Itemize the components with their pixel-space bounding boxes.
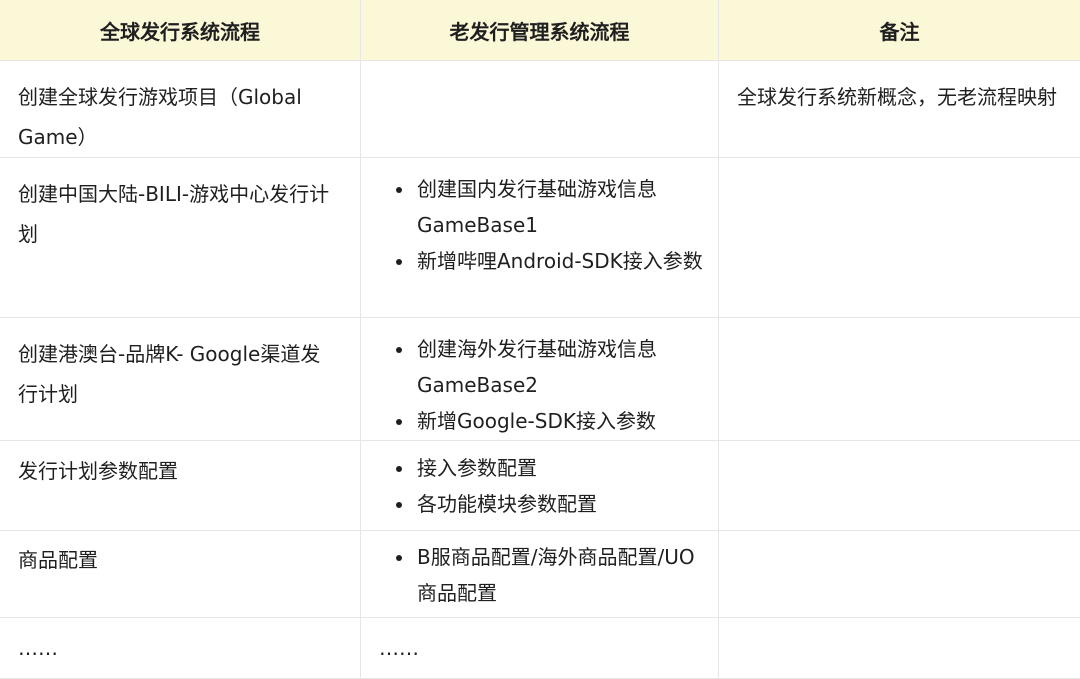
cell-global: 创建港澳台-品牌K- Google渠道发行计划 [0, 318, 361, 441]
cell-global: 发行计划参数配置 [0, 441, 361, 531]
header-row: 全球发行系统流程 老发行管理系统流程 备注 [0, 0, 1080, 61]
header-note: 备注 [719, 0, 1080, 61]
cell-global: 商品配置 [0, 531, 361, 618]
table-row: …… …… [0, 618, 1080, 679]
cell-note [719, 618, 1080, 679]
table-row: 创建港澳台-品牌K- Google渠道发行计划 创建海外发行基础游戏信息Game… [0, 318, 1080, 441]
list-item: 接入参数配置 [415, 450, 708, 486]
legacy-list: 创建海外发行基础游戏信息GameBase2 新增Google-SDK接入参数 [361, 318, 718, 439]
legacy-list: 创建国内发行基础游戏信息GameBase1 新增哔哩Android-SDK接入参… [361, 158, 718, 279]
list-item: B服商品配置/海外商品配置/UO商品配置 [415, 539, 708, 611]
table-row: 创建全球发行游戏项目（Global Game） 全球发行系统新概念，无老流程映射 [0, 61, 1080, 158]
cell-note [719, 318, 1080, 441]
cell-legacy: 创建海外发行基础游戏信息GameBase2 新增Google-SDK接入参数 [361, 318, 719, 441]
header-legacy: 老发行管理系统流程 [361, 0, 719, 61]
cell-global: 创建中国大陆-BILI-游戏中心发行计划 [0, 158, 361, 318]
cell-global: …… [0, 618, 361, 679]
cell-legacy: …… [361, 618, 719, 679]
cell-note [719, 531, 1080, 618]
cell-global: 创建全球发行游戏项目（Global Game） [0, 61, 361, 158]
table-row: 创建中国大陆-BILI-游戏中心发行计划 创建国内发行基础游戏信息GameBas… [0, 158, 1080, 318]
cell-legacy [361, 61, 719, 158]
list-item: 各功能模块参数配置 [415, 486, 708, 522]
cell-note [719, 158, 1080, 318]
table-row: 发行计划参数配置 接入参数配置 各功能模块参数配置 [0, 441, 1080, 531]
cell-legacy: 创建国内发行基础游戏信息GameBase1 新增哔哩Android-SDK接入参… [361, 158, 719, 318]
list-item: 创建海外发行基础游戏信息GameBase2 [415, 331, 708, 403]
table-row: 商品配置 B服商品配置/海外商品配置/UO商品配置 [0, 531, 1080, 618]
list-item: 创建国内发行基础游戏信息GameBase1 [415, 171, 708, 243]
legacy-list: B服商品配置/海外商品配置/UO商品配置 [361, 531, 718, 611]
cell-note: 全球发行系统新概念，无老流程映射 [719, 61, 1080, 158]
list-item: 新增Google-SDK接入参数 [415, 403, 708, 439]
cell-legacy: 接入参数配置 各功能模块参数配置 [361, 441, 719, 531]
list-item: 新增哔哩Android-SDK接入参数 [415, 243, 708, 279]
legacy-list: 接入参数配置 各功能模块参数配置 [361, 441, 718, 522]
cell-note [719, 441, 1080, 531]
header-global: 全球发行系统流程 [0, 0, 361, 61]
cell-legacy: B服商品配置/海外商品配置/UO商品配置 [361, 531, 719, 618]
